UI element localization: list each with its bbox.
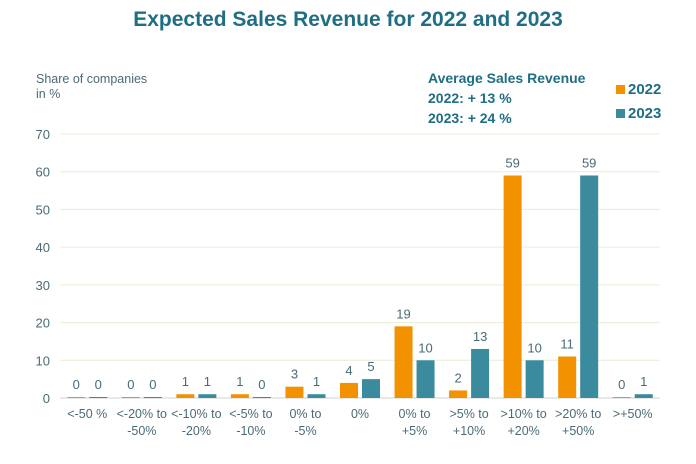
data-label: 13 bbox=[473, 329, 487, 344]
annotation-line-2023: 2023: + 24 % bbox=[428, 110, 512, 126]
x-tick-label: 0% to bbox=[399, 407, 431, 421]
average-annotation: Average Sales Revenue 2022: + 13 % 2023:… bbox=[428, 68, 585, 128]
data-label: 1 bbox=[236, 374, 243, 389]
x-tick-label: 0% bbox=[351, 407, 369, 421]
bar-2022 bbox=[612, 397, 631, 398]
bar-2023 bbox=[252, 397, 271, 398]
annotation-heading: Average Sales Revenue bbox=[428, 70, 586, 86]
x-tick-label: <-50 % bbox=[67, 407, 107, 421]
annotation-line-2022: 2022: + 13 % bbox=[428, 90, 512, 106]
data-label: 19 bbox=[396, 306, 410, 321]
bar-2023 bbox=[89, 397, 108, 398]
x-tick-label: <-10% to bbox=[171, 407, 221, 421]
legend-label: 2022 bbox=[628, 81, 662, 98]
bar-2022 bbox=[449, 390, 468, 398]
bar-2022 bbox=[285, 386, 304, 398]
bar-2023 bbox=[362, 379, 380, 398]
y-tick-label: 30 bbox=[36, 278, 50, 293]
data-label: 0 bbox=[73, 377, 80, 392]
y-tick-label: 40 bbox=[36, 240, 50, 255]
x-tick-label: +50% bbox=[562, 424, 594, 438]
x-tick-label: <-5% to bbox=[229, 407, 272, 421]
bar-2022 bbox=[67, 397, 86, 398]
x-tick-label: <-20% to bbox=[117, 407, 167, 421]
legend-label: 2023 bbox=[628, 105, 662, 122]
bar-2022 bbox=[340, 382, 358, 398]
bar-2023 bbox=[580, 175, 599, 398]
data-label: 1 bbox=[640, 374, 647, 389]
x-tick-label: -20% bbox=[182, 424, 211, 438]
y-tick-label: 60 bbox=[36, 165, 50, 180]
legend-item-2022: 2022 bbox=[616, 78, 661, 102]
y-axis-label: Share of companies in % bbox=[36, 72, 148, 101]
bar-2022 bbox=[503, 175, 522, 398]
data-label: 1 bbox=[313, 374, 320, 389]
y-tick-label: 70 bbox=[36, 127, 50, 142]
data-label: 11 bbox=[560, 337, 574, 352]
x-tick-label: >5% to bbox=[449, 407, 488, 421]
data-label: 10 bbox=[527, 340, 541, 355]
y-tick-label: 10 bbox=[36, 353, 50, 368]
bar-2022 bbox=[394, 326, 413, 398]
bar-2022 bbox=[558, 356, 577, 398]
legend: 2022 2023 bbox=[616, 78, 661, 126]
bar-2022 bbox=[176, 394, 195, 398]
bar-2023 bbox=[416, 360, 435, 398]
legend-item-2023: 2023 bbox=[616, 102, 661, 126]
bar-2023 bbox=[307, 394, 326, 398]
x-tick-label: +10% bbox=[453, 424, 485, 438]
bar-2023 bbox=[471, 348, 490, 398]
data-label: 0 bbox=[127, 377, 134, 392]
x-tick-label: >20% to bbox=[555, 407, 601, 421]
data-label: 1 bbox=[204, 374, 211, 389]
x-tick-label: -10% bbox=[236, 424, 265, 438]
data-label: 3 bbox=[291, 367, 298, 382]
legend-swatch bbox=[616, 109, 625, 118]
x-tick-label: +5% bbox=[402, 424, 427, 438]
data-label: 59 bbox=[505, 155, 519, 170]
data-label: 59 bbox=[582, 155, 596, 170]
data-label: 0 bbox=[618, 377, 625, 392]
data-label: 0 bbox=[258, 377, 265, 392]
y-tick-label: 0 bbox=[43, 391, 50, 406]
legend-swatch bbox=[616, 85, 625, 94]
y-tick-label: 20 bbox=[36, 316, 50, 331]
x-tick-label: 0% to bbox=[289, 407, 321, 421]
data-label: 2 bbox=[454, 370, 461, 385]
bar-2023 bbox=[634, 394, 653, 398]
x-tick-label: +20% bbox=[507, 424, 539, 438]
x-tick-label: -5% bbox=[294, 424, 316, 438]
bar-2023 bbox=[525, 360, 544, 398]
data-label: 4 bbox=[345, 363, 352, 378]
x-tick-label: >10% to bbox=[501, 407, 547, 421]
y-tick-label: 50 bbox=[36, 202, 50, 217]
bar-2022 bbox=[230, 394, 249, 398]
bar-2023 bbox=[198, 394, 217, 398]
data-label: 0 bbox=[95, 377, 102, 392]
x-tick-label: -50% bbox=[127, 424, 156, 438]
data-label: 10 bbox=[418, 340, 432, 355]
bar-2022 bbox=[121, 397, 140, 398]
data-label: 1 bbox=[182, 374, 189, 389]
data-label: 0 bbox=[149, 377, 156, 392]
data-label: 5 bbox=[367, 359, 374, 374]
x-tick-label: >+50% bbox=[613, 407, 653, 421]
bar-2023 bbox=[143, 397, 162, 398]
chart-title: Expected Sales Revenue for 2022 and 2023 bbox=[133, 8, 563, 31]
